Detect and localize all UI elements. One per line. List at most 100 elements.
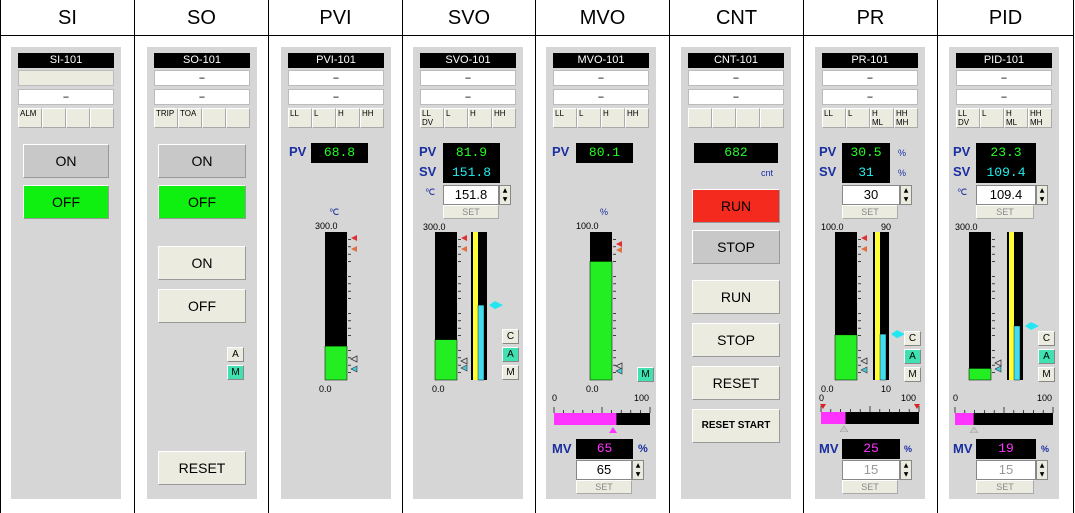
svo-set-button[interactable]: SET	[443, 205, 499, 219]
svo-alarm-l: L	[444, 108, 468, 128]
mvo-mv-scale-max: 100	[634, 393, 650, 403]
so-reset-button[interactable]: RESET	[158, 451, 246, 485]
mvo-mv-label: MV	[552, 441, 572, 456]
so-tag: SO-101	[154, 53, 250, 68]
pr-alarm-l: L	[846, 108, 870, 128]
pid-sv-input[interactable]: 109.4	[976, 185, 1036, 205]
mvo-set-button[interactable]: SET	[576, 480, 632, 494]
pid-sv-spinner[interactable]: ▲ ▼	[1036, 185, 1048, 205]
pid-alarm-l: L	[980, 108, 1004, 128]
column-si: SI SI-101 – ALM ON OFF	[0, 0, 134, 513]
pr-scale-max-right: 90	[881, 222, 892, 232]
mvo-mv-value: 65	[576, 439, 633, 459]
svo-pv-value: 81.9	[443, 143, 500, 163]
mvo-pv-label: PV	[552, 144, 570, 159]
column-header-pr: PR	[804, 0, 937, 36]
mvo-manual-button[interactable]: M	[637, 367, 654, 382]
cnt-run-indicator[interactable]: RUN	[692, 189, 780, 223]
pr-alarm-ll: LL	[822, 108, 846, 128]
so-alarm-trip: TRIP	[154, 108, 178, 128]
si-alarm-row: ALM	[18, 108, 114, 128]
column-pr: PR PR-101 – – LL L H ML HH MH PV 30.5 % SV 31…	[803, 0, 937, 513]
pr-auto-button[interactable]: A	[904, 349, 921, 364]
so-off-indicator[interactable]: OFF	[158, 185, 246, 219]
mvo-mv-bar	[553, 407, 651, 433]
svo-sv-label: SV	[419, 164, 437, 179]
svo-manual-button[interactable]: M	[502, 365, 519, 380]
svo-alarm-ll-dv: LL DV	[420, 108, 444, 128]
so-faceplate: SO-101 – – TRIP TOA ON OFF ON OFF A M RES…	[147, 47, 257, 499]
pid-unit: ℃	[957, 187, 968, 197]
si-value-cell	[18, 70, 114, 86]
column-header-svo: SVO	[403, 0, 535, 36]
cnt-stop-button[interactable]: STOP	[692, 323, 780, 357]
pr-mv-input[interactable]: 15	[842, 460, 900, 480]
svo-auto-button[interactable]: A	[502, 347, 519, 362]
cnt-tag: CNT-101	[688, 53, 784, 68]
svo-cell-2: –	[420, 89, 516, 105]
so-auto-button[interactable]: A	[227, 347, 244, 362]
si-faceplate: SI-101 – ALM ON OFF	[11, 47, 121, 499]
si-off-button[interactable]: OFF	[23, 185, 109, 219]
pid-alarm-h-ml: H ML	[1004, 108, 1028, 128]
cnt-cell-1: –	[688, 70, 784, 86]
so-off-button[interactable]: OFF	[158, 289, 246, 323]
column-svo: SVO SVO-101 – – LL DV L H HH PV 81.9 SV 151.…	[402, 0, 535, 513]
pid-manual-button[interactable]: M	[1038, 367, 1055, 382]
mvo-tag: MVO-101	[553, 53, 649, 68]
so-manual-button[interactable]: M	[227, 365, 244, 380]
pr-mv-value: 25	[842, 439, 900, 459]
cnt-faceplate: CNT-101 – – 682 cnt RUN STOP RUN STOP RE…	[681, 47, 791, 499]
si-on-button[interactable]: ON	[23, 144, 109, 178]
mvo-bargraph	[589, 232, 623, 381]
pid-mv-input[interactable]: 15	[976, 460, 1036, 480]
svo-sv-input[interactable]: 151.8	[443, 185, 499, 205]
mvo-alarm-hh: HH	[625, 108, 649, 128]
mvo-scale-min: 0.0	[586, 384, 599, 394]
pid-auto-button[interactable]: A	[1038, 349, 1055, 364]
pid-sv-value: 109.4	[976, 163, 1036, 183]
pr-faceplate: PR-101 – – LL L H ML HH MH PV 30.5 % SV 31 % …	[815, 47, 925, 499]
pvi-alarm-h: H	[336, 108, 360, 128]
cnt-cell-2: –	[688, 89, 784, 105]
pid-alarm-row: LL DV L H ML HH MH	[956, 108, 1052, 128]
svo-bargraph	[434, 232, 503, 381]
cnt-stop-indicator[interactable]: STOP	[692, 230, 780, 264]
cnt-count-value: 682	[694, 143, 778, 163]
pr-pv-value: 30.5	[842, 143, 890, 163]
pr-sv-label: SV	[819, 164, 837, 179]
pr-cell-2: –	[822, 89, 918, 105]
mvo-mv-spinner[interactable]: ▲ ▼	[632, 460, 644, 480]
svo-cascade-button[interactable]: C	[502, 329, 519, 344]
pvi-alarm-row: LL L H HH	[288, 108, 384, 128]
pid-mv-set-button[interactable]: SET	[976, 480, 1034, 494]
pr-cascade-button[interactable]: C	[904, 331, 921, 346]
so-on-indicator[interactable]: ON	[158, 144, 246, 178]
pid-set-button[interactable]: SET	[976, 205, 1034, 219]
pvi-pv-value: 68.8	[311, 143, 368, 163]
pid-cascade-button[interactable]: C	[1038, 331, 1055, 346]
svo-sv-spinner[interactable]: ▲ ▼	[499, 185, 511, 205]
pr-set-button[interactable]: SET	[842, 205, 898, 219]
pr-sv-spinner[interactable]: ▲ ▼	[900, 185, 912, 205]
pvi-alarm-l: L	[312, 108, 336, 128]
pr-mv-spinner[interactable]: ▲ ▼	[900, 460, 912, 480]
pid-alarm-ll-dv: LL DV	[956, 108, 980, 128]
cnt-run-button[interactable]: RUN	[692, 280, 780, 314]
pid-mv-value: 19	[976, 439, 1036, 459]
pr-alarm-hh-mh: HH MH	[894, 108, 918, 128]
cnt-reset-start-button[interactable]: RESET START	[692, 409, 780, 443]
pr-scale-min-right: 10	[881, 384, 892, 394]
si-status-cell: –	[18, 89, 114, 105]
pvi-scale-max: 300.0	[315, 221, 338, 231]
pr-sv-input[interactable]: 30	[842, 185, 900, 205]
pr-manual-button[interactable]: M	[904, 367, 921, 382]
pr-mv-set-button[interactable]: SET	[842, 480, 898, 494]
cnt-alarm-row	[688, 108, 784, 128]
mvo-mv-input[interactable]: 65	[576, 460, 632, 480]
pid-mv-spinner[interactable]: ▲ ▼	[1036, 460, 1048, 480]
so-on-button[interactable]: ON	[158, 246, 246, 280]
pr-sv-unit: %	[898, 168, 907, 178]
svo-alarm-h: H	[468, 108, 492, 128]
cnt-reset-button[interactable]: RESET	[692, 366, 780, 400]
